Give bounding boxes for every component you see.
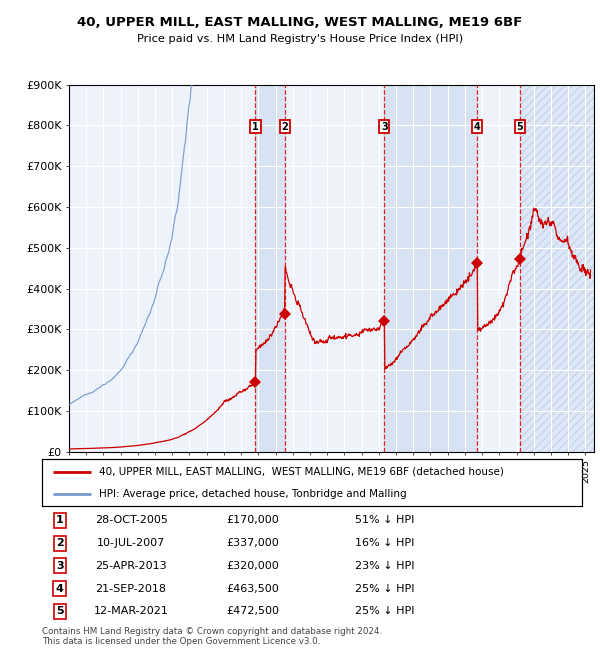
Text: 2: 2 — [56, 538, 64, 548]
Text: 40, UPPER MILL, EAST MALLING,  WEST MALLING, ME19 6BF (detached house): 40, UPPER MILL, EAST MALLING, WEST MALLI… — [98, 467, 503, 476]
Text: 2: 2 — [281, 122, 288, 132]
Text: 25% ↓ HPI: 25% ↓ HPI — [355, 584, 415, 593]
Text: 25-APR-2013: 25-APR-2013 — [95, 561, 167, 571]
Text: 51% ↓ HPI: 51% ↓ HPI — [355, 515, 415, 525]
Text: 1: 1 — [56, 515, 64, 525]
Bar — [520, 84, 594, 452]
Text: 1: 1 — [252, 122, 259, 132]
Bar — [256, 84, 284, 452]
Text: 12-MAR-2021: 12-MAR-2021 — [94, 606, 169, 616]
Text: £463,500: £463,500 — [226, 584, 279, 593]
Text: £320,000: £320,000 — [226, 561, 279, 571]
Text: Contains HM Land Registry data © Crown copyright and database right 2024.
This d: Contains HM Land Registry data © Crown c… — [42, 627, 382, 646]
Text: £170,000: £170,000 — [226, 515, 279, 525]
Text: 4: 4 — [474, 122, 481, 132]
Text: 10-JUL-2007: 10-JUL-2007 — [97, 538, 165, 548]
Text: £337,000: £337,000 — [226, 538, 279, 548]
Text: £472,500: £472,500 — [226, 606, 279, 616]
Text: 16% ↓ HPI: 16% ↓ HPI — [355, 538, 415, 548]
Text: 5: 5 — [56, 606, 64, 616]
Text: 25% ↓ HPI: 25% ↓ HPI — [355, 606, 415, 616]
Bar — [520, 84, 594, 452]
Text: 3: 3 — [56, 561, 64, 571]
Text: 21-SEP-2018: 21-SEP-2018 — [95, 584, 167, 593]
Text: HPI: Average price, detached house, Tonbridge and Malling: HPI: Average price, detached house, Tonb… — [98, 489, 406, 499]
Text: 5: 5 — [517, 122, 523, 132]
Text: 40, UPPER MILL, EAST MALLING, WEST MALLING, ME19 6BF: 40, UPPER MILL, EAST MALLING, WEST MALLI… — [77, 16, 523, 29]
Text: 3: 3 — [381, 122, 388, 132]
Text: 4: 4 — [56, 584, 64, 593]
Text: 28-OCT-2005: 28-OCT-2005 — [95, 515, 167, 525]
Text: 23% ↓ HPI: 23% ↓ HPI — [355, 561, 415, 571]
Text: Price paid vs. HM Land Registry's House Price Index (HPI): Price paid vs. HM Land Registry's House … — [137, 34, 463, 44]
Bar — [385, 84, 477, 452]
